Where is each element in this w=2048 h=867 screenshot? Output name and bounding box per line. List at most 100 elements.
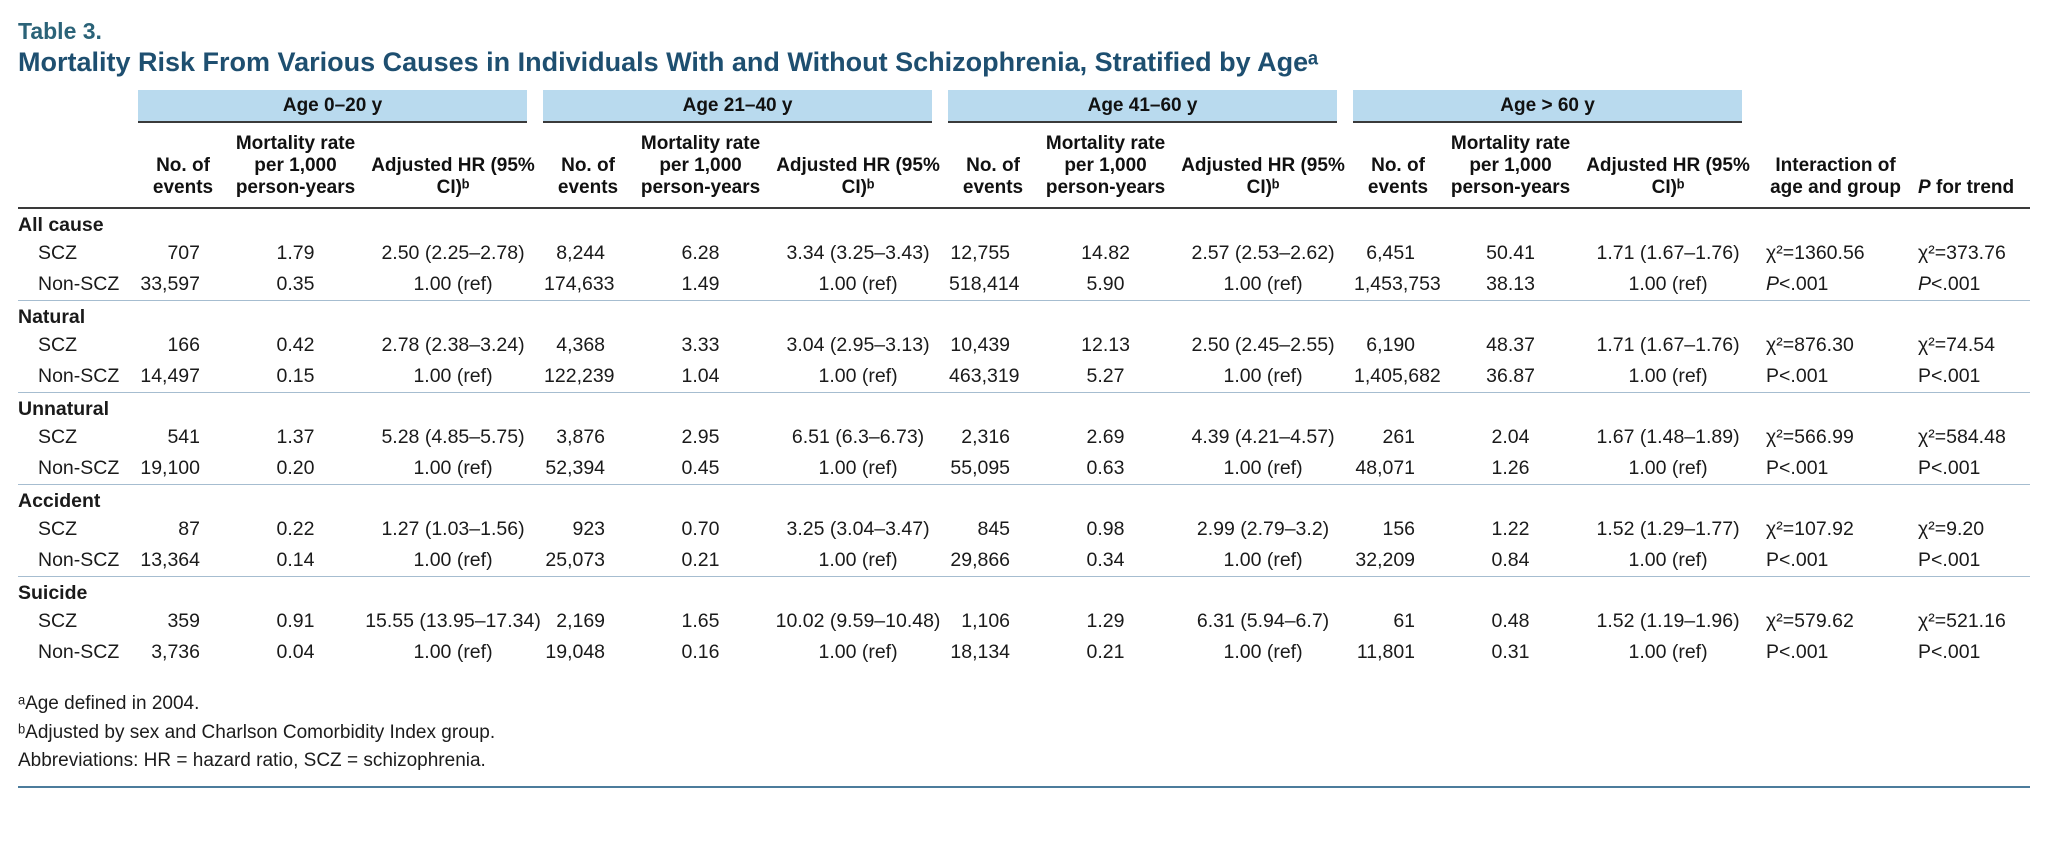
section-row: Suicide [18, 576, 2031, 607]
interaction-cell: P<.001 [1766, 365, 1829, 388]
events-cell: 10,439 [950, 334, 1011, 357]
hr-cell: 2.78 (2.38–3.24) [381, 334, 525, 357]
table-row: SCZ 707 1.79 2.50 (2.25–2.78) 8,244 6.28 3.34 … [18, 238, 2030, 269]
band-spacer [18, 90, 138, 123]
rate-cell: 2.95 [681, 426, 720, 449]
interaction-cell: P<.001 [1766, 273, 1829, 296]
age-band-over-60: Age > 60 y [1353, 90, 1758, 123]
hr-cell: 5.28 (4.85–5.75) [381, 426, 525, 449]
band-spacer [1910, 90, 2030, 123]
events-cell: 2,316 [961, 426, 1011, 449]
hr-cell: 1.00 (ref) [818, 641, 898, 664]
events-cell: 87 [178, 518, 200, 541]
hr-cell: 1.00 (ref) [413, 641, 493, 664]
p-trend-cell: P<.001 [1918, 273, 1981, 296]
hr-cell: 2.99 (2.79–3.2) [1196, 518, 1330, 541]
group-label: Non-SCZ [38, 457, 120, 480]
p-trend-cell: P<.001 [1918, 457, 1981, 480]
hr-cell: 1.00 (ref) [1223, 457, 1303, 480]
hr-cell: 15.55 (13.95–17.34) [365, 610, 541, 633]
events-cell: 1,405,682 [1354, 365, 1441, 388]
events-cell: 25,073 [545, 549, 606, 572]
footnote: Abbreviations: HR = hazard ratio, SCZ = … [18, 750, 486, 772]
group-label: Non-SCZ [38, 273, 120, 296]
col-header-events: No. of events [1353, 123, 1444, 210]
interaction-cell: χ²=566.99 [1766, 426, 1854, 449]
rate-cell: 0.20 [276, 457, 315, 480]
rate-cell: 0.84 [1491, 549, 1530, 572]
hr-cell: 3.04 (2.95–3.13) [786, 334, 930, 357]
group-label: SCZ [38, 610, 77, 633]
page-title: Mortality Risk From Various Causes in In… [18, 47, 1319, 77]
events-cell: 261 [1382, 426, 1416, 449]
table-row: SCZ 541 1.37 5.28 (4.85–5.75) 3,876 2.95 6.51 … [18, 422, 2030, 453]
events-cell: 29,866 [950, 549, 1011, 572]
events-cell: 12,755 [950, 242, 1011, 265]
events-cell: 14,497 [140, 365, 200, 388]
rate-cell: 0.35 [276, 273, 315, 296]
rate-cell: 0.16 [681, 641, 720, 664]
age-band-label: Age > 60 y [1353, 90, 1743, 123]
events-cell: 463,319 [949, 365, 1020, 388]
age-band-21-40: Age 21–40 y [543, 90, 948, 123]
events-cell: 845 [977, 518, 1011, 541]
rate-cell: 0.14 [276, 549, 315, 572]
rate-cell: 1.29 [1086, 610, 1125, 633]
rate-cell: 0.04 [276, 641, 315, 664]
events-cell: 32,209 [1355, 549, 1416, 572]
table-body: All cause SCZ 707 1.79 2.50 (2.25–2.78) 8,244… [18, 208, 2031, 668]
rate-cell: 1.37 [276, 426, 315, 449]
age-band-label: Age 0–20 y [138, 90, 528, 123]
hr-cell: 1.00 (ref) [1223, 549, 1303, 572]
rate-cell: 0.45 [681, 457, 720, 480]
age-band-label: Age 41–60 y [948, 90, 1338, 123]
interaction-cell: P<.001 [1766, 457, 1829, 480]
hr-cell: 1.00 (ref) [1223, 641, 1303, 664]
table-row: SCZ 166 0.42 2.78 (2.38–3.24) 4,368 3.33 3.04 … [18, 330, 2030, 361]
rate-cell: 6.28 [681, 242, 720, 265]
section-label: Natural [18, 300, 2031, 331]
p-trend-cell: χ²=521.16 [1918, 610, 2006, 633]
rate-cell: 38.13 [1486, 273, 1535, 296]
hr-cell: 1.00 (ref) [818, 549, 898, 572]
rate-cell: 5.90 [1086, 273, 1125, 296]
hr-cell: 1.00 (ref) [1628, 273, 1708, 296]
p-trend-cell: P<.001 [1918, 365, 1981, 388]
row-label-header [18, 123, 138, 210]
events-cell: 55,095 [950, 457, 1011, 480]
hr-cell: 1.00 (ref) [1223, 365, 1303, 388]
rate-cell: 2.69 [1086, 426, 1125, 449]
events-cell: 48,071 [1355, 457, 1416, 480]
p-trend-cell: χ²=373.76 [1918, 242, 2006, 265]
group-label: SCZ [38, 518, 77, 541]
events-cell: 923 [572, 518, 606, 541]
p-trend-cell: P<.001 [1918, 549, 1981, 572]
events-cell: 6,190 [1366, 334, 1416, 357]
rate-cell: 0.21 [1086, 641, 1125, 664]
hr-cell: 1.00 (ref) [1628, 365, 1708, 388]
footnote: ᵃAge defined in 2004. [18, 693, 200, 715]
rate-cell: 1.26 [1491, 457, 1530, 480]
interaction-cell: χ²=876.30 [1766, 334, 1854, 357]
table-row: SCZ 87 0.22 1.27 (1.03–1.56) 923 0.70 3.25 (3.… [18, 514, 2030, 545]
hr-cell: 1.00 (ref) [1628, 641, 1708, 664]
events-cell: 19,048 [545, 641, 606, 664]
interaction-cell: χ²=1360.56 [1766, 242, 1865, 265]
col-header-hr: Adjusted HR (95% CI)ᵇ [1578, 123, 1759, 210]
age-band-label: Age 21–40 y [543, 90, 933, 123]
rate-cell: 14.82 [1081, 242, 1130, 265]
rate-cell: 1.49 [681, 273, 720, 296]
group-label: SCZ [38, 426, 77, 449]
rate-cell: 5.27 [1086, 365, 1125, 388]
hr-cell: 1.00 (ref) [413, 457, 493, 480]
rate-cell: 1.79 [276, 242, 315, 265]
group-label: Non-SCZ [38, 641, 120, 664]
rate-cell: 0.48 [1491, 610, 1530, 633]
col-header-p-trend: P for trend [1910, 123, 2031, 210]
table-row: Non-SCZ 3,736 0.04 1.00 (ref) 19,048 0.16 1.00… [18, 637, 2030, 668]
hr-cell: 1.52 (1.29–1.77) [1596, 518, 1740, 541]
events-cell: 541 [167, 426, 200, 449]
events-cell: 19,100 [140, 457, 200, 480]
p-trend-cell: χ²=9.20 [1918, 518, 1985, 541]
col-header-events: No. of events [543, 123, 634, 210]
